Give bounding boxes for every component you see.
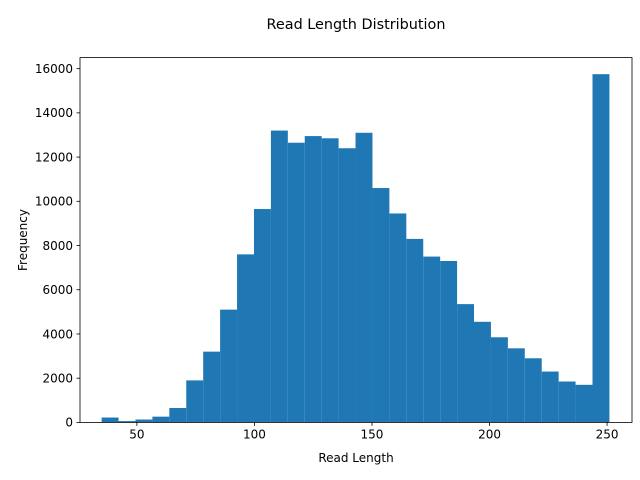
histogram-bar: [169, 408, 187, 423]
histogram-bar: [524, 358, 542, 423]
y-tick-label: 16000: [35, 62, 73, 76]
y-tick-label: 0: [65, 416, 73, 430]
histogram-bar: [558, 381, 576, 423]
histogram-bar: [203, 351, 221, 423]
plot-area: 50 100 150 200 250 0 2000 4000 6000 8000 10000 120…: [35, 57, 633, 441]
x-tick-label: 200: [478, 427, 501, 441]
histogram-bar: [101, 417, 119, 423]
x-tick-label: 100: [243, 427, 266, 441]
histogram-bar: [355, 132, 373, 423]
y-tick-label: 2000: [42, 371, 73, 385]
histogram-bar: [220, 309, 238, 423]
y-axis-ticks: 0 2000 4000 6000 8000 10000 12000 14000 16000: [35, 62, 80, 430]
histogram-bar: [372, 188, 390, 423]
x-tick-label: 150: [361, 427, 384, 441]
y-tick-label: 12000: [35, 150, 73, 164]
histogram-bar: [118, 421, 136, 423]
histogram-bar: [575, 384, 593, 423]
y-tick-label: 8000: [42, 239, 73, 253]
x-axis-label: Read Length: [318, 451, 393, 465]
x-axis-ticks: 50 100 150 200 250: [129, 422, 619, 441]
histogram-bar: [474, 321, 491, 423]
histogram-bar: [457, 304, 475, 423]
histogram-bar: [507, 348, 525, 423]
histogram-bar: [270, 130, 288, 423]
histogram-bar: [304, 136, 322, 423]
histogram-bar: [406, 238, 424, 423]
histogram-bar: [338, 148, 356, 423]
y-axis-label: Frequency: [16, 209, 30, 271]
histogram-bar: [253, 209, 271, 423]
histogram-bars: [101, 74, 610, 423]
histogram-bar: [186, 380, 204, 423]
x-tick-label: 50: [129, 427, 144, 441]
histogram-bar: [389, 213, 407, 423]
chart-title: Read Length Distribution: [267, 17, 446, 33]
histogram-bar: [237, 254, 254, 423]
histogram-bar: [490, 337, 508, 423]
histogram-bar: [135, 419, 153, 423]
histogram-bar: [541, 371, 559, 423]
y-tick-label: 10000: [35, 195, 73, 209]
y-tick-label: 6000: [42, 283, 73, 297]
histogram-bar: [440, 261, 458, 423]
histogram-bar: [423, 256, 441, 423]
y-tick-label: 4000: [42, 327, 73, 341]
x-tick-label: 250: [596, 427, 619, 441]
histogram-bar: [287, 142, 305, 423]
histogram-bar: [321, 138, 339, 423]
y-tick-label: 14000: [35, 106, 73, 120]
histogram-bar: [152, 416, 170, 423]
histogram-bar: [592, 74, 610, 423]
plot-frame: [79, 57, 633, 423]
